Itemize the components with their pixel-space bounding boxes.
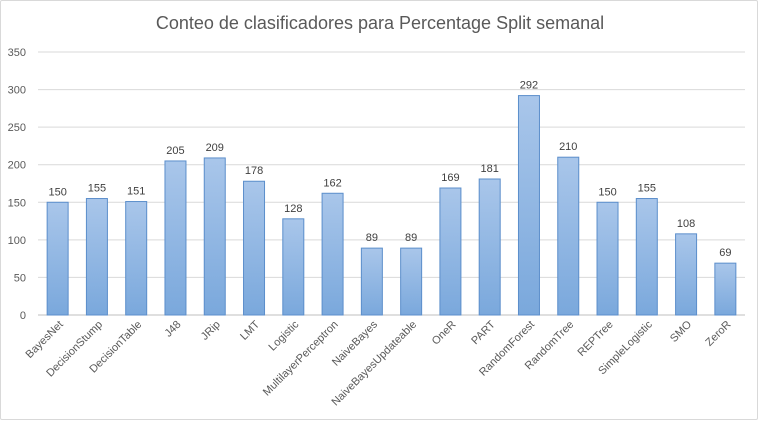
- data-label-RandomForest: 292: [520, 80, 538, 92]
- gridlines: [38, 51, 745, 316]
- data-label-REPTree: 150: [598, 186, 616, 198]
- data-label-RandomTree: 210: [559, 141, 577, 153]
- data-label-ZeroR: 69: [719, 247, 731, 259]
- bar-REPTree: [596, 201, 619, 316]
- y-tick-label: 300: [8, 85, 26, 97]
- bar-ZeroR: [714, 262, 737, 316]
- data-label-DecisionStump: 155: [88, 183, 106, 195]
- x-tick-label-Logistic: Logistic: [267, 318, 302, 353]
- data-label-PART: 181: [481, 163, 499, 175]
- x-tick-label-J48: J48: [163, 319, 184, 340]
- x-tick-label-REPTree: REPTree: [575, 319, 615, 359]
- data-label-J48: 205: [166, 145, 184, 157]
- y-tick-label: 200: [8, 160, 26, 172]
- bars: [46, 95, 737, 316]
- data-label-SMO: 108: [677, 218, 695, 230]
- x-tick-label-PART: PART: [469, 318, 498, 347]
- data-label-OneR: 169: [441, 172, 459, 184]
- bar-PART: [478, 178, 501, 316]
- bar-RandomForest: [517, 95, 540, 316]
- bar-DecisionStump: [85, 198, 108, 316]
- data-label-Logistic: 128: [284, 203, 302, 215]
- y-tick-label: 350: [8, 47, 26, 59]
- data-label-JRip: 209: [206, 142, 224, 154]
- bar-SMO: [675, 233, 698, 316]
- data-label-BayesNet: 150: [48, 186, 66, 198]
- bar-NaiveBayesUpdateable: [400, 247, 423, 316]
- data-label-NaiveBayes: 89: [366, 232, 378, 244]
- data-label-SimpleLogistic: 155: [638, 183, 656, 195]
- x-tick-label-JRip: JRip: [199, 319, 223, 343]
- bar-J48: [164, 160, 187, 316]
- bar-DecisionTable: [125, 201, 148, 316]
- y-tick-label: 150: [8, 197, 26, 209]
- y-tick-label: 100: [8, 235, 26, 247]
- bar-NaiveBayes: [360, 247, 383, 316]
- y-tick-label: 0: [20, 310, 26, 322]
- bar-RandomTree: [557, 156, 580, 316]
- x-tick-label-OneR: OneR: [430, 319, 459, 348]
- bar-LMT: [243, 180, 266, 316]
- bar-BayesNet: [46, 201, 69, 316]
- x-tick-label-SMO: SMO: [668, 318, 695, 345]
- y-tick-label: 250: [8, 122, 26, 134]
- bar-MultilayerPerceptron: [321, 192, 344, 316]
- data-label-DecisionTable: 151: [127, 186, 145, 198]
- bar-JRip: [203, 157, 226, 316]
- data-label-MultilayerPerceptron: 162: [323, 177, 341, 189]
- bar-Logistic: [282, 218, 305, 316]
- x-tick-label-ZeroR: ZeroR: [703, 319, 733, 349]
- bar-OneR: [439, 187, 462, 316]
- x-tick-label-MultilayerPerceptron: MultilayerPerceptron: [261, 319, 341, 399]
- y-tick-label: 50: [14, 272, 26, 284]
- bar-SimpleLogistic: [635, 198, 658, 316]
- y-axis-tick-labels: 0 50 100 150 200 250 300 350: [8, 47, 26, 322]
- chart-title: Conteo de clasificadores para Percentage…: [155, 13, 605, 33]
- x-tick-label-LMT: LMT: [238, 318, 262, 342]
- data-label-NaiveBayesUpdateable: 89: [405, 232, 417, 244]
- data-label-LMT: 178: [245, 165, 263, 177]
- data-labels: 150 155 151 205 209 178 128 162 89 89 169 181 292 210…: [48, 80, 731, 260]
